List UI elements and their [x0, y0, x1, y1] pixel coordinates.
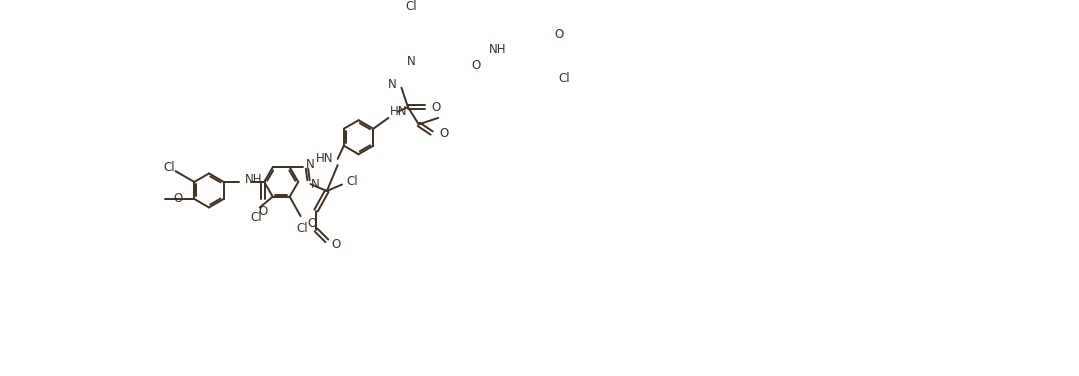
Text: Cl: Cl — [297, 222, 308, 235]
Text: O: O — [174, 193, 182, 205]
Text: Cl: Cl — [164, 161, 175, 174]
Text: O: O — [472, 59, 480, 72]
Text: Cl: Cl — [406, 0, 418, 13]
Text: NH: NH — [245, 173, 262, 186]
Text: O: O — [555, 28, 563, 41]
Text: O: O — [308, 217, 317, 230]
Text: N: N — [407, 55, 416, 68]
Text: Cl: Cl — [559, 72, 571, 85]
Text: HN: HN — [390, 105, 408, 118]
Text: O: O — [258, 205, 268, 218]
Text: N: N — [305, 158, 315, 171]
Text: O: O — [331, 238, 341, 251]
Text: N: N — [388, 78, 397, 91]
Text: O: O — [439, 127, 449, 139]
Text: HN: HN — [316, 152, 333, 165]
Text: Cl: Cl — [346, 175, 358, 188]
Text: O: O — [432, 100, 440, 114]
Text: Cl: Cl — [250, 211, 262, 224]
Text: N: N — [311, 177, 319, 191]
Text: NH: NH — [489, 43, 506, 56]
